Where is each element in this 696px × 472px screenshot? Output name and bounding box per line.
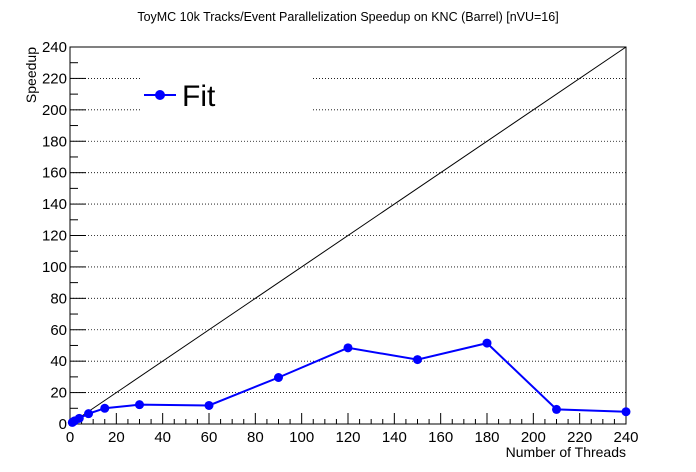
x-tick-label: 140 [382,429,407,446]
y-tick-label: 160 [42,165,67,182]
y-tick-label: 60 [50,322,67,339]
x-tick-label: 240 [613,429,638,446]
x-tick-label: 200 [521,429,546,446]
y-tick-label: 240 [42,39,67,56]
x-tick-label: 160 [428,429,453,446]
y-tick-label: 120 [42,228,67,245]
y-tick-label: 0 [59,416,67,433]
x-axis-title: Number of Threads [506,444,626,460]
reference-line [69,46,627,425]
y-tick-label: 220 [42,70,67,87]
data-point [413,355,422,365]
data-point [552,404,561,414]
x-tick-label: 20 [108,429,125,446]
series-fit [67,338,631,427]
y-tick-label: 180 [42,133,67,150]
x-tick-label: 100 [289,429,314,446]
x-tick-label: 80 [247,429,264,446]
y-tick-label: 200 [42,102,67,119]
legend-marker [155,90,165,100]
data-point [84,409,94,419]
data-point [621,407,631,417]
data-point [274,373,283,383]
y-tick-label: 40 [50,353,67,370]
legend: Fit [140,70,312,118]
x-tick-label: 180 [474,429,499,446]
data-point [74,413,84,423]
y-tick-label: 80 [50,290,67,307]
y-tick-label: 20 [50,385,67,402]
data-point [482,338,492,348]
y-tick-label: 140 [42,196,67,213]
reference-line-group [69,46,627,425]
axes: 0 20 40 60 80 100 120 140 160 180 200 220 240 0 20 40 60… [42,39,639,446]
y-tick-label: 100 [42,259,67,276]
x-tick-label: 120 [335,429,360,446]
chart-title: ToyMC 10k Tracks/Event Parallelization S… [137,10,558,24]
x-tick-label: 0 [66,429,74,446]
x-tick-label: 40 [154,429,171,446]
data-point [343,343,353,353]
x-tick-label: 220 [567,429,592,446]
data-point [204,400,214,410]
x-tick-label: 60 [201,429,218,446]
data-point [100,403,110,413]
legend-label: Fit [182,80,216,113]
data-point [135,400,144,410]
y-axis-title: Speedup [23,47,39,103]
